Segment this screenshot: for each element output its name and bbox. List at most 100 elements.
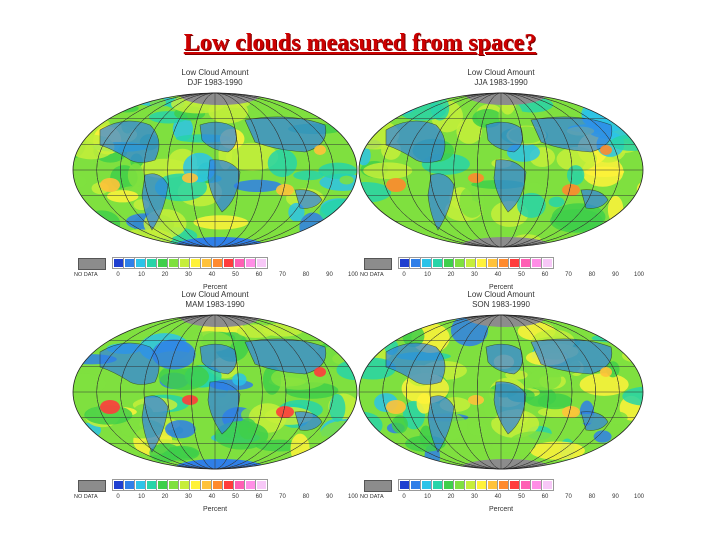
- legend-tick-label: 0: [402, 494, 406, 500]
- map-panel-son: Low Cloud Amount SON 1983-1990 NO DATA 0 10 2…: [356, 290, 646, 530]
- legend-swatch: [508, 257, 521, 269]
- legend-swatch: [222, 257, 235, 269]
- legend-tick-label: 70: [279, 272, 286, 278]
- legend-tick-label: 10: [424, 272, 431, 278]
- legend-swatch: [497, 479, 510, 491]
- legend-swatch: [398, 257, 411, 269]
- legend-swatch: [178, 479, 191, 491]
- legend-swatch: [211, 257, 224, 269]
- legend-tick-label: 80: [302, 272, 310, 278]
- legend-tick-label: 90: [326, 272, 333, 278]
- legend-no-data-label: NO DATA: [360, 494, 384, 500]
- cloud-map: [72, 92, 358, 248]
- legend-tick-label: 40: [494, 494, 502, 500]
- legend-tick-label: 40: [208, 272, 216, 278]
- legend-swatch: [541, 257, 554, 269]
- legend-swatch: [409, 257, 422, 269]
- legend-tick-label: 50: [518, 272, 525, 278]
- cloud-map: [358, 314, 644, 470]
- legend-swatch: [398, 479, 411, 491]
- map-panel-jja: Low Cloud Amount JJA 1983-1990 NO DATA 0 10 2…: [356, 68, 646, 308]
- legend-swatch: [134, 257, 147, 269]
- panel-title-line1: Low Cloud Amount: [181, 68, 249, 77]
- legend-swatch: [145, 479, 158, 491]
- legend-tick-label: 60: [255, 272, 263, 278]
- legend-tick-label: 90: [612, 494, 619, 500]
- legend-swatch: [200, 479, 213, 491]
- legend-ticks: NO DATA 0 10 20 30 40 50 60 70 80 90 100: [356, 494, 646, 504]
- legend-no-data-label: NO DATA: [74, 272, 98, 278]
- legend-tick-label: 20: [161, 494, 169, 500]
- legend-unit-label: Percent: [488, 506, 514, 513]
- legend-swatch: [189, 257, 202, 269]
- panel-title-line1: Low Cloud Amount: [181, 290, 249, 299]
- legend-swatch: [244, 257, 257, 269]
- legend-tick-label: 30: [185, 272, 192, 278]
- legend-swatch: [486, 479, 499, 491]
- legend-swatch: [167, 257, 180, 269]
- panel-title-line1: Low Cloud Amount: [467, 68, 535, 77]
- legend-tick-label: 30: [185, 494, 192, 500]
- legend-swatch: [134, 479, 147, 491]
- legend-tick-label: 10: [138, 494, 145, 500]
- legend-swatch: [409, 479, 422, 491]
- legend-swatch: [442, 257, 455, 269]
- legend-no-data-label: NO DATA: [74, 494, 98, 500]
- panel-title-line2: SON 1983-1990: [472, 300, 530, 309]
- legend-ticks: NO DATA 0 10 20 30 40 50 60 70 80 90 100: [70, 494, 360, 504]
- legend-no-data-swatch: [364, 258, 392, 270]
- legend-swatch: [233, 257, 246, 269]
- panel-title-line2: MAM 1983-1990: [185, 300, 245, 309]
- map-panel-djf: Low Cloud Amount DJF 1983-1990 NO DATA 0 10 2…: [70, 68, 360, 308]
- legend-swatch: [431, 257, 444, 269]
- legend-swatch: [145, 257, 158, 269]
- legend-tick-label: 90: [612, 272, 619, 278]
- legend-tick-label: 0: [402, 272, 406, 278]
- cloud-map: [72, 314, 358, 470]
- legend-tick-label: 100: [633, 272, 645, 278]
- legend-tick-label: 40: [208, 494, 216, 500]
- legend-swatch: [530, 257, 543, 269]
- legend-unit-label: Percent: [488, 284, 514, 291]
- legend-swatch: [497, 257, 510, 269]
- legend-ticks: NO DATA 0 10 20 30 40 50 60 70 80 90 100: [356, 272, 646, 282]
- legend-tick-label: 0: [116, 272, 120, 278]
- legend-swatch: [222, 479, 235, 491]
- legend-color-bar: [398, 479, 554, 491]
- legend-no-data-swatch: [78, 258, 106, 270]
- legend-tick-label: 10: [424, 494, 431, 500]
- legend-swatch: [420, 257, 433, 269]
- legend-swatch: [167, 479, 180, 491]
- legend-swatch: [178, 257, 191, 269]
- legend-color-bar: [112, 257, 268, 269]
- legend-ticks: NO DATA 0 10 20 30 40 50 60 70 80 90 100: [70, 272, 360, 282]
- legend-tick-label: 70: [565, 272, 572, 278]
- legend-tick-label: 20: [447, 272, 455, 278]
- legend-swatch: [486, 257, 499, 269]
- legend-unit-label: Percent: [202, 284, 228, 291]
- legend-swatch: [200, 257, 213, 269]
- legend-tick-label: 60: [541, 494, 549, 500]
- legend-tick-label: 20: [161, 272, 169, 278]
- legend-tick-label: 30: [471, 272, 478, 278]
- legend-swatch: [255, 479, 268, 491]
- legend-tick-label: 50: [518, 494, 525, 500]
- map-panel-mam: Low Cloud Amount MAM 1983-1990 NO DATA 0 10 2…: [70, 290, 360, 530]
- panel-title-line1: Low Cloud Amount: [467, 290, 535, 299]
- legend-tick-label: 100: [347, 272, 359, 278]
- legend-tick-label: 50: [232, 272, 239, 278]
- legend-swatch: [112, 479, 125, 491]
- legend-color-bar: [112, 479, 268, 491]
- legend-swatch: [189, 479, 202, 491]
- panel-title-line2: DJF 1983-1990: [187, 78, 243, 87]
- legend-tick-label: 80: [588, 494, 596, 500]
- legend-tick-label: 60: [541, 272, 549, 278]
- legend-tick-label: 90: [326, 494, 333, 500]
- legend-swatch: [255, 257, 268, 269]
- legend-swatch: [519, 479, 532, 491]
- legend-no-data-swatch: [78, 480, 106, 492]
- legend-no-data-swatch: [364, 480, 392, 492]
- legend-no-data-label: NO DATA: [360, 272, 384, 278]
- legend-tick-label: 30: [471, 494, 478, 500]
- legend-tick-label: 50: [232, 494, 239, 500]
